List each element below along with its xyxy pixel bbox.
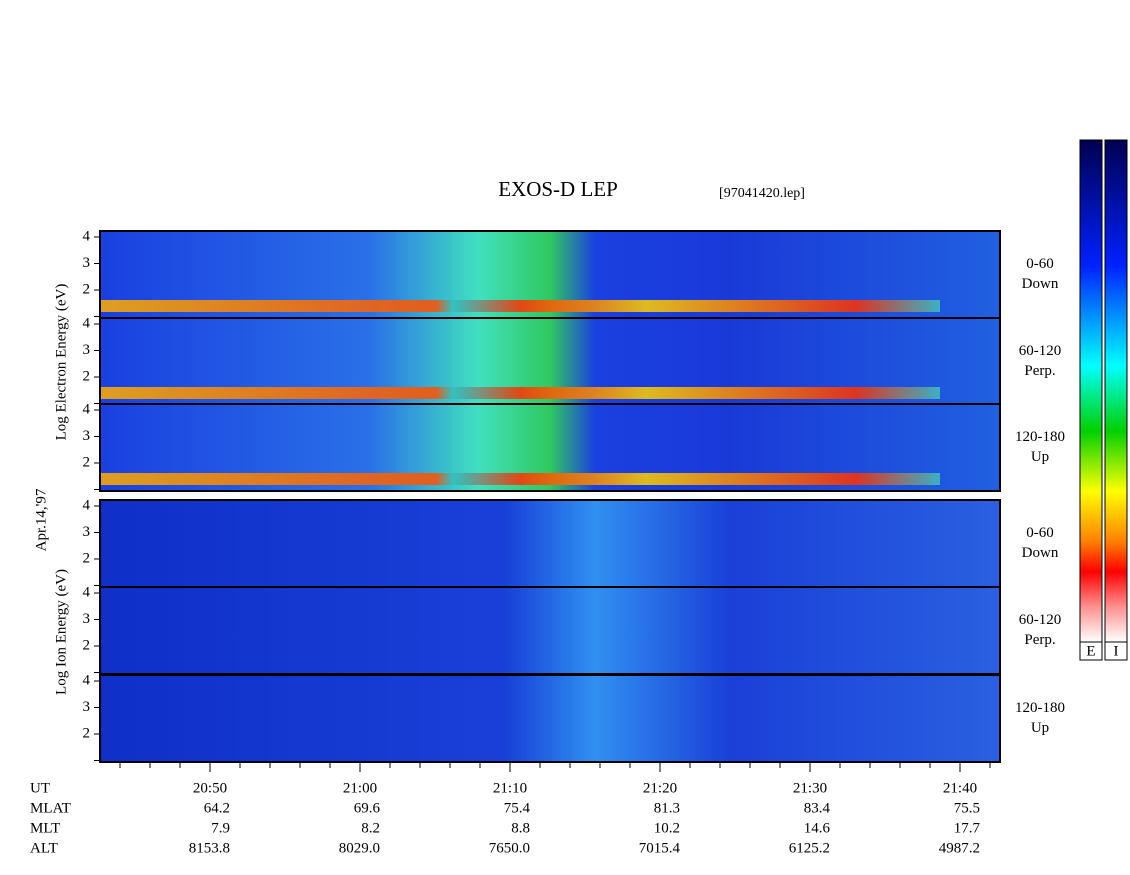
y-tick-label: 4 (83, 584, 91, 600)
panel-label: Down (1022, 545, 1059, 561)
row-name: MLAT (30, 800, 71, 816)
panel-label: 120-180 (1015, 429, 1065, 445)
row-value: 7.9 (211, 820, 230, 836)
row-value: 6125.2 (789, 840, 830, 856)
y-tick-label: 3 (83, 255, 91, 271)
row-value: 21:30 (793, 780, 827, 796)
ion-axis-label: Log Ion Energy (eV) (53, 569, 69, 695)
colorbar-label: I (1114, 643, 1119, 659)
y-tick-label: 4 (83, 497, 91, 513)
panel-label: Down (1022, 276, 1059, 292)
row-value: 8029.0 (339, 840, 380, 856)
row-value: 10.2 (654, 820, 680, 836)
colorbar-label: E (1086, 643, 1095, 659)
y-tick-label: 3 (83, 342, 91, 358)
row-value: 8.2 (361, 820, 380, 836)
spectrogram (100, 675, 1000, 762)
row-value: 69.6 (354, 800, 381, 816)
row-name: ALT (30, 840, 58, 856)
y-tick-label: 3 (83, 524, 91, 540)
panel-label: 120-180 (1015, 700, 1065, 716)
date-label: Apr.14,'97 (33, 488, 49, 551)
spectrogram (100, 500, 1000, 587)
file-name: [97041420.lep] (719, 186, 805, 201)
panel-label: 0-60 (1026, 525, 1054, 541)
row-value: 4987.2 (939, 840, 980, 856)
y-tick-label: 3 (83, 611, 91, 627)
panel-frame (99, 403, 1001, 492)
panel-label: 0-60 (1026, 256, 1054, 272)
spectrogram-band (100, 473, 940, 485)
row-value: 21:20 (643, 780, 677, 796)
colorbar-label-box (1104, 641, 1128, 661)
colorbar (1104, 139, 1128, 643)
y-tick-label: 4 (83, 672, 91, 688)
row-value: 83.4 (804, 800, 831, 816)
y-tick-label: 2 (83, 725, 91, 741)
colorbar (1079, 139, 1103, 643)
y-tick-label: 3 (83, 699, 91, 715)
electron-axis-label: Log Electron Energy (eV) (53, 284, 69, 441)
panel-label: Up (1031, 449, 1049, 465)
panel-label: Perp. (1024, 632, 1055, 648)
spectrogram-band (100, 387, 940, 399)
y-tick-label: 4 (83, 315, 91, 331)
y-tick-label: 2 (83, 550, 91, 566)
row-value: 14.6 (804, 820, 831, 836)
y-tick-label: 2 (83, 281, 91, 297)
row-value: 7650.0 (489, 840, 530, 856)
row-value: 75.5 (954, 800, 980, 816)
row-value: 7015.4 (639, 840, 681, 856)
row-value: 21:10 (493, 780, 527, 796)
y-tick-label: 2 (83, 368, 91, 384)
panel-label: 60-120 (1019, 343, 1062, 359)
row-value: 17.7 (954, 820, 981, 836)
row-name: UT (30, 780, 50, 796)
y-tick-label: 4 (83, 401, 91, 417)
panel-label: Perp. (1024, 363, 1055, 379)
row-value: 20:50 (193, 780, 227, 796)
panel-label: 60-120 (1019, 612, 1062, 628)
row-value: 8.8 (511, 820, 530, 836)
row-value: 21:40 (943, 780, 977, 796)
row-value: 8153.8 (189, 840, 230, 856)
row-value: 21:00 (343, 780, 377, 796)
y-tick-label: 2 (83, 454, 91, 470)
spectrogram-band (100, 300, 940, 312)
row-value: 81.3 (654, 800, 680, 816)
row-name: MLT (30, 820, 60, 836)
title: EXOS-D LEP (498, 177, 618, 201)
panel-label: Up (1031, 720, 1049, 736)
colorbar-label-box (1079, 641, 1103, 661)
spectrogram (100, 587, 1000, 674)
y-tick-label: 3 (83, 428, 91, 444)
row-value: 75.4 (504, 800, 531, 816)
y-tick-label: 2 (83, 637, 91, 653)
row-value: 64.2 (204, 800, 230, 816)
y-tick-label: 4 (83, 228, 91, 244)
